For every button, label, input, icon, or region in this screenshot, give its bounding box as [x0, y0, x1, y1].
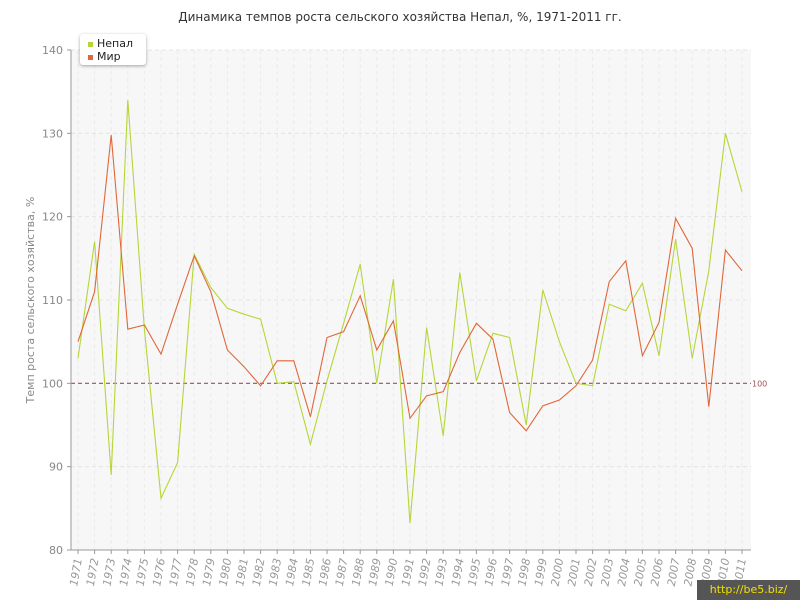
x-tick-label: 1990 — [383, 557, 401, 587]
x-tick-label: 1976 — [150, 557, 168, 587]
x-tick-label: 2008 — [681, 557, 699, 587]
x-tick-label: 2001 — [565, 557, 583, 587]
y-tick-label: 140 — [42, 44, 63, 57]
legend-item-nepal[interactable]: Непал — [88, 37, 133, 50]
x-tick-label: 1989 — [366, 557, 384, 587]
x-tick-label: 1986 — [316, 557, 334, 587]
x-tick-label: 2006 — [648, 557, 666, 587]
legend-swatch-nepal — [88, 41, 93, 47]
x-tick-label: 2009 — [698, 557, 716, 587]
legend-item-world[interactable]: Мир — [88, 50, 121, 63]
x-tick-label: 1988 — [349, 557, 367, 587]
legend[interactable]: Непал Мир — [80, 34, 146, 65]
x-tick-label: 1971 — [67, 557, 85, 587]
x-tick-label: 1997 — [499, 557, 517, 587]
x-tick-label: 1987 — [333, 557, 351, 587]
y-tick-label: 90 — [49, 461, 63, 474]
x-tick-label: 2003 — [598, 557, 616, 587]
x-axis-ticks: 1971197219731974197519761977197819791980… — [67, 550, 749, 587]
x-tick-label: 1982 — [250, 557, 268, 587]
x-tick-label: 1980 — [217, 557, 235, 587]
x-tick-label: 1975 — [134, 557, 152, 587]
series-line-world — [77, 134, 743, 432]
y-tick-label: 120 — [42, 211, 63, 224]
series-group — [77, 99, 743, 524]
x-tick-label: 1999 — [532, 557, 550, 587]
legend-label-world: Мир — [97, 50, 121, 63]
x-tick-label: 2002 — [582, 557, 600, 587]
x-tick-label: 1978 — [183, 557, 201, 587]
legend-label-nepal: Непал — [97, 37, 134, 50]
chart-title: Динамика темпов роста сельского хозяйств… — [178, 10, 622, 24]
series-line-nepal — [77, 99, 743, 524]
y-axis-ticks: 80 90 100 110 120 130 140 — [42, 44, 71, 557]
x-tick-label: 1993 — [432, 557, 450, 587]
x-tick-label: 2007 — [665, 557, 683, 587]
x-tick-label: 1992 — [416, 557, 434, 587]
x-tick-label: 1983 — [266, 557, 284, 587]
x-tick-label: 1981 — [233, 557, 251, 587]
x-tick-label: 2004 — [615, 557, 633, 587]
x-tick-label: 1985 — [300, 557, 318, 587]
x-tick-label: 1995 — [466, 557, 484, 587]
x-tick-label: 1984 — [283, 557, 301, 587]
x-tick-label: 2011 — [731, 557, 749, 587]
y-axis-label: Темп роста сельского хозяйства, % — [24, 197, 37, 405]
x-tick-label: 1979 — [200, 557, 218, 587]
reference-line-label: 100 — [752, 379, 767, 388]
y-tick-label: 110 — [42, 294, 63, 307]
x-tick-label: 1996 — [482, 557, 500, 587]
x-tick-label: 1991 — [399, 557, 417, 587]
legend-swatch-world — [88, 54, 93, 60]
x-tick-label: 1994 — [449, 557, 467, 587]
y-tick-label: 100 — [42, 377, 63, 390]
x-tick-label: 1972 — [84, 557, 102, 587]
x-tick-label: 1973 — [100, 557, 118, 587]
watermark-link[interactable]: http://be5.biz/ — [697, 580, 800, 600]
x-tick-label: 2005 — [632, 557, 650, 587]
grid — [71, 49, 751, 550]
x-tick-label: 1998 — [515, 557, 533, 587]
x-tick-label: 1977 — [167, 557, 185, 587]
y-tick-label: 80 — [49, 544, 63, 557]
x-tick-label: 2010 — [715, 557, 733, 587]
x-tick-label: 1974 — [117, 557, 135, 587]
x-tick-label: 2000 — [549, 557, 567, 587]
y-tick-label: 130 — [42, 127, 63, 140]
